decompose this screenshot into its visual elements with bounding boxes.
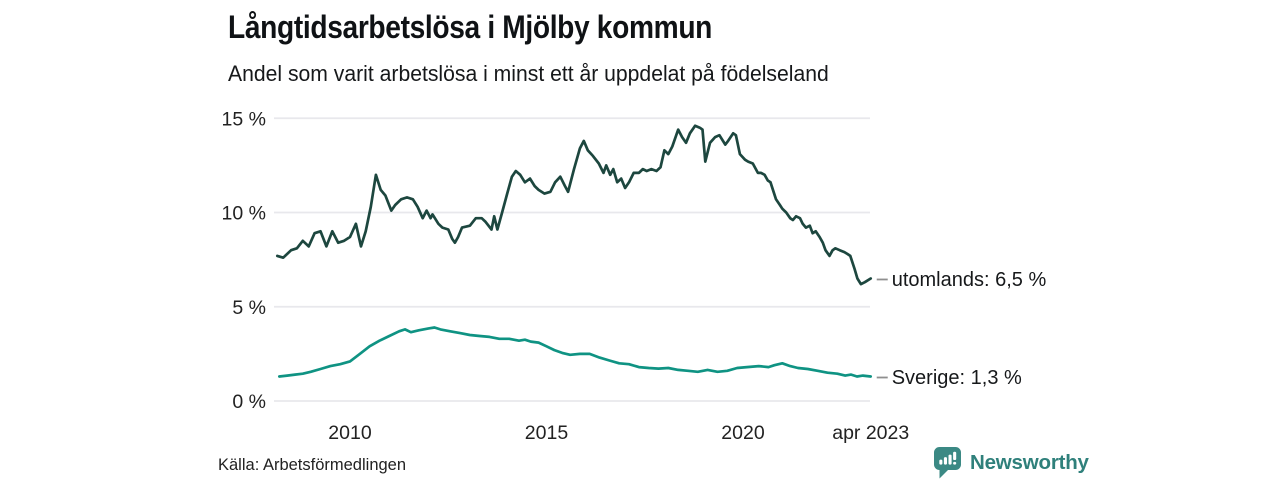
series-end-label-text: utomlands: 6,5 % — [892, 269, 1047, 291]
series-line-sverige — [277, 326, 873, 378]
y-axis-labels: 0 % 5 % 10 % 15 % — [222, 108, 266, 413]
gridlines — [274, 117, 870, 402]
y-tick-label-5: 5 % — [232, 297, 266, 319]
source-note: Källa: Arbetsförmedlingen — [218, 456, 407, 474]
page-title: Långtidsarbetslösa i Mjölby kommun — [228, 9, 713, 45]
y-tick-label-15: 15 % — [222, 108, 266, 130]
series-end-label-text: Sverige: 1,3 % — [892, 367, 1022, 389]
brand-footer: Newsworthy — [934, 447, 1089, 479]
y-tick-label-10: 10 % — [222, 203, 266, 225]
x-tick-label-2015: 2015 — [525, 422, 569, 444]
y-tick-label-0: 0 % — [232, 391, 266, 413]
chart-subtitle: Andel som varit arbetslösa i minst ett å… — [228, 61, 829, 86]
series-line-utomlands — [275, 124, 873, 286]
brand-name: Newsworthy — [970, 451, 1089, 474]
x-axis-labels: 2010 2015 2020 apr 2023 — [328, 422, 909, 444]
x-tick-label-2020: 2020 — [721, 422, 765, 444]
series-end-label-utomlands: utomlands: 6,5 % — [876, 269, 1047, 291]
newsworthy-logo-icon — [934, 447, 961, 479]
series-end-label-sverige: Sverige: 1,3 % — [876, 367, 1022, 389]
x-tick-label-apr-2023: apr 2023 — [832, 422, 909, 444]
x-tick-label-2010: 2010 — [328, 422, 372, 444]
